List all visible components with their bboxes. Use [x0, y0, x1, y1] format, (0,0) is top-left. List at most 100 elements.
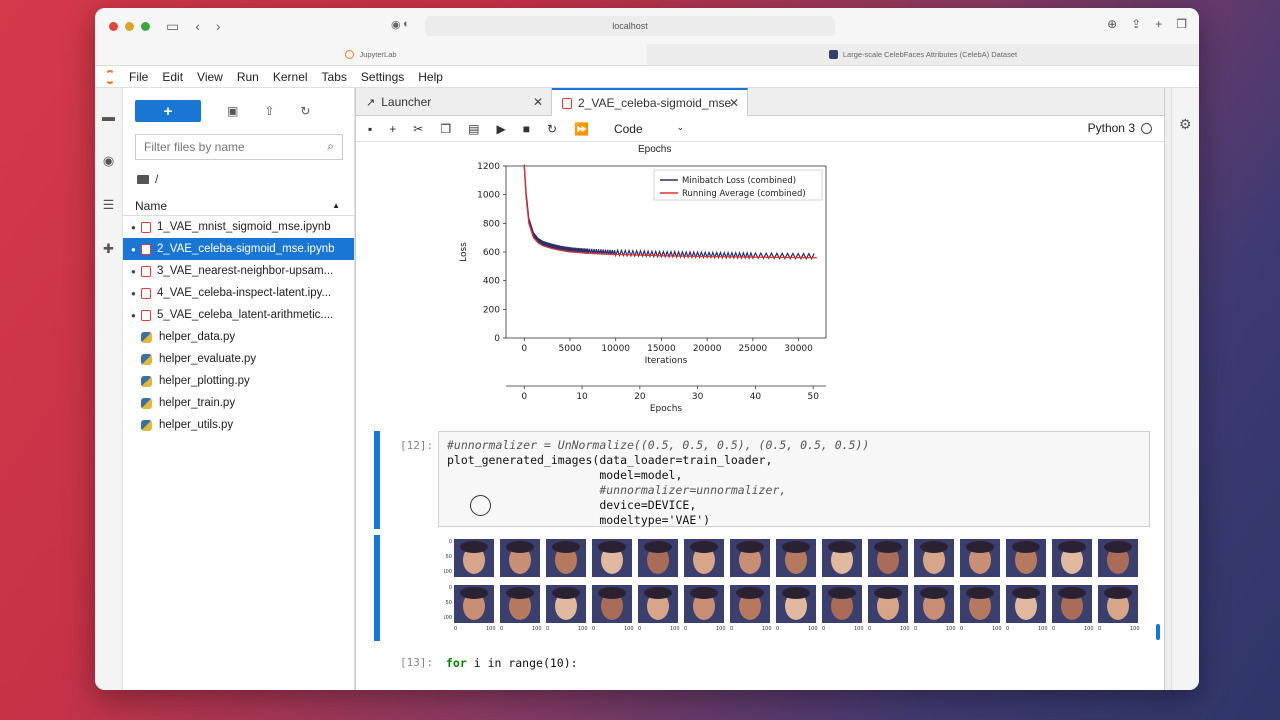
browser-tab-celeba[interactable]: Large-scale CelebFaces Attributes (Celeb…	[647, 44, 1199, 65]
file-item[interactable]: helper_evaluate.py	[123, 348, 354, 370]
code-cell-13[interactable]: [13]: for i in range(10):	[374, 652, 1150, 690]
upload-icon[interactable]: ⇧	[264, 104, 275, 118]
sort-caret-icon[interactable]: ▲	[332, 201, 340, 210]
face-shape	[923, 546, 945, 574]
file-browser-toolbar: + ▣ ⇧ ↻	[123, 100, 354, 122]
menu-edit[interactable]: Edit	[162, 69, 184, 84]
url-bar[interactable]: localhost	[425, 16, 835, 36]
refresh-icon[interactable]: ↻	[300, 104, 311, 118]
menu-file[interactable]: File	[129, 69, 149, 84]
browser-tab-jupyterlab[interactable]: JupyterLab	[95, 44, 647, 65]
run-icon[interactable]: ▶	[496, 121, 506, 136]
restart-icon[interactable]: ↻	[546, 121, 557, 136]
download-icon[interactable]: ⊕	[1107, 17, 1118, 31]
menu-kernel[interactable]: Kernel	[272, 69, 308, 84]
save-icon[interactable]: ▪	[368, 121, 373, 136]
file-item[interactable]: ● 4_VAE_celeba-inspect-latent.ipy...	[123, 282, 354, 304]
kernel-idle-icon	[1141, 122, 1152, 134]
face-shape	[1015, 546, 1037, 574]
file-item[interactable]: ● 1_VAE_mnist_sigmoid_mse.ipynb	[123, 216, 354, 238]
grid-y-tick: 0	[449, 539, 452, 545]
file-item[interactable]: helper_train.py	[123, 392, 354, 414]
running-icon[interactable]: ◉	[102, 153, 115, 168]
close-tab-icon[interactable]: ✕	[728, 96, 739, 110]
file-name: helper_evaluate.py	[159, 353, 257, 365]
maximize-window-button[interactable]	[141, 21, 150, 31]
grid-x-tick: 0	[822, 626, 825, 632]
file-item[interactable]: helper_plotting.py	[123, 370, 354, 392]
code-editor[interactable]: #unnormalizer = UnNormalize((0.5, 0.5, 0…	[438, 431, 1150, 527]
folder-icon[interactable]: ▬	[102, 109, 115, 124]
extension-icon[interactable]: ✚	[103, 241, 114, 256]
new-tab-icon[interactable]: +	[1155, 17, 1163, 31]
menu-view[interactable]: View	[197, 69, 223, 84]
x-tick-label: 20000	[693, 344, 722, 354]
hair-shape	[460, 587, 488, 599]
paste-icon[interactable]: ▤	[468, 121, 480, 136]
file-filter-input[interactable]: Filter files by name ⌕	[135, 134, 343, 160]
cell-selection-bar[interactable]	[374, 431, 380, 529]
stop-icon[interactable]: ■	[522, 121, 530, 136]
browser-window: ▭ ‹ › ◉ ◐ localhost ⊕ ⇪ + ❐ JupyterLab L…	[95, 8, 1199, 690]
notebook-icon	[141, 221, 151, 233]
run-all-icon[interactable]: ⏩	[574, 121, 589, 136]
notebook-content[interactable]: Epochs 0 200 400 600 800 1000 1200 0 5000 10000 15…	[356, 144, 1164, 690]
menu-settings[interactable]: Settings	[360, 69, 405, 84]
back-icon[interactable]: ‹	[195, 18, 200, 34]
insert-cell-icon[interactable]: +	[389, 121, 397, 136]
tab-launcher[interactable]: ↗ Launcher ✕	[356, 88, 552, 116]
sidebar-toggle-icon[interactable]: ▭	[166, 17, 180, 34]
face-shape	[831, 592, 853, 620]
toc-icon[interactable]: ☰	[102, 197, 115, 212]
shield-icon[interactable]: ◐	[403, 18, 410, 30]
code-line: modeltype='VAE')	[447, 513, 711, 527]
face-shape	[601, 592, 623, 620]
cell-type-value: Code	[613, 121, 643, 136]
hair-shape	[1012, 587, 1040, 599]
code-line: #unnormalizer=unnormalizer,	[447, 483, 787, 497]
x-tick-label: 10000	[601, 344, 630, 354]
property-inspector-icon[interactable]: ⚙	[1179, 116, 1192, 132]
column-name[interactable]: Name	[135, 198, 168, 213]
cut-icon[interactable]: ✂	[413, 121, 424, 136]
file-list-header[interactable]: Name ▲	[123, 196, 354, 216]
tabs-overview-icon[interactable]: ❐	[1176, 17, 1187, 31]
new-folder-icon[interactable]: ▣	[227, 104, 239, 118]
grid-x-tick: 0	[1098, 626, 1101, 632]
file-item[interactable]: helper_data.py	[123, 326, 354, 348]
share-icon[interactable]: ⇪	[1131, 17, 1142, 31]
epoch-tick-label: 0	[521, 392, 527, 402]
file-item[interactable]: helper_utils.py	[123, 414, 354, 436]
copy-icon[interactable]: ❐	[440, 121, 452, 136]
close-window-button[interactable]	[109, 21, 118, 31]
file-item[interactable]: ● 2_VAE_celeba-sigmoid_mse.ipynb	[123, 238, 354, 260]
menu-run[interactable]: Run	[236, 69, 259, 84]
tab-notebook[interactable]: 2_VAE_celeba-sigmoid_mse ✕	[552, 88, 748, 116]
folder-icon[interactable]	[137, 174, 149, 184]
new-launcher-button[interactable]: +	[135, 100, 201, 122]
tab-label: Launcher	[381, 95, 432, 109]
minimize-window-button[interactable]	[125, 21, 134, 31]
cell-type-select[interactable]: Code ⌄	[614, 122, 684, 136]
scrollbar-thumb[interactable]	[1156, 624, 1160, 640]
code-cell-12[interactable]: [12]: #unnormalizer = UnNormalize((0.5, …	[374, 431, 1150, 529]
file-item[interactable]: ● 3_VAE_nearest-neighbor-upsam...	[123, 260, 354, 282]
file-name: helper_data.py	[159, 331, 236, 343]
epoch-axis-label: Epochs	[650, 404, 683, 414]
breadcrumb-path[interactable]: /	[155, 172, 159, 186]
y-tick-label: 800	[483, 219, 500, 229]
grid-x-tick: 100	[762, 626, 772, 632]
menu-help[interactable]: Help	[418, 69, 443, 84]
x-tick-label: 5000	[559, 344, 582, 354]
hair-shape	[736, 587, 764, 599]
menu-tabs[interactable]: Tabs	[321, 69, 347, 84]
output-collapse-bar[interactable]	[374, 535, 380, 641]
epoch-tick-label: 20	[634, 392, 646, 402]
privacy-icon[interactable]: ◉	[391, 19, 401, 31]
kernel-status[interactable]: Python 3	[1088, 121, 1152, 135]
file-item[interactable]: ● 5_VAE_celeba_latent-arithmetic....	[123, 304, 354, 326]
close-tab-icon[interactable]: ✕	[532, 95, 543, 109]
forward-icon[interactable]: ›	[215, 18, 221, 34]
grid-x-tick: 100	[900, 626, 910, 632]
file-list: ● 1_VAE_mnist_sigmoid_mse.ipynb ● 2_VAE_cel…	[123, 216, 354, 436]
